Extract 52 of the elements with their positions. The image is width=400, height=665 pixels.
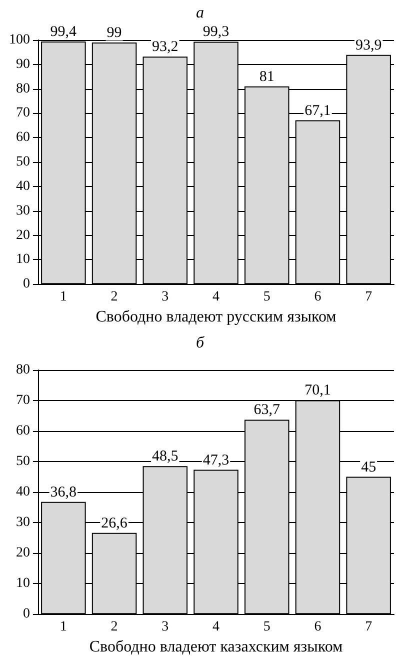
data-label: 63,7 <box>254 402 280 418</box>
x-tick-label: 5 <box>263 290 270 305</box>
data-label: 93,2 <box>152 39 178 56</box>
y-tick-label: 20 <box>16 546 30 561</box>
data-label: 47,3 <box>202 452 230 468</box>
y-tick-label: 20 <box>16 228 30 243</box>
y-tick-label: 10 <box>16 576 30 592</box>
y-tick-label: 80 <box>16 362 30 378</box>
y-tick-label: 40 <box>16 484 30 500</box>
y-tick-label: 60 <box>16 424 30 439</box>
y-tick-label: 100 <box>9 32 30 48</box>
data-label: 81 <box>259 68 274 85</box>
x-tick-label: 7 <box>365 290 372 305</box>
y-tick-label: 0 <box>23 276 30 292</box>
x-tick-label: 6 <box>314 290 322 305</box>
x-tick-label: 4 <box>212 290 220 305</box>
y-tick-label: 50 <box>16 454 30 470</box>
data-label: 99 <box>106 24 122 41</box>
data-label: 45 <box>361 459 376 476</box>
x-axis-title: Свободно владеют казахским языком <box>89 638 343 656</box>
x-tick-label: 1 <box>60 620 67 635</box>
y-tick-label: 60 <box>16 130 30 146</box>
y-tick-label: 0 <box>23 606 30 622</box>
y-tick-label: 30 <box>16 515 30 530</box>
x-tick-label: 4 <box>212 620 220 635</box>
data-label: 93,9 <box>355 37 382 54</box>
chart-title: а <box>196 4 204 22</box>
data-label: 99,3 <box>202 24 230 40</box>
x-tick-label: 5 <box>263 620 270 635</box>
data-label: 26,6 <box>101 515 128 532</box>
data-label: 48,5 <box>152 448 178 465</box>
data-label: 36,8 <box>50 484 77 500</box>
x-tick-label: 6 <box>314 620 322 635</box>
y-tick-label: 40 <box>16 178 30 194</box>
y-tick-label: 30 <box>16 203 30 218</box>
data-label: 67,1 <box>304 102 331 119</box>
x-tick-label: 3 <box>162 290 169 305</box>
y-tick-label: 80 <box>16 81 30 96</box>
y-tick-label: 90 <box>16 56 30 72</box>
data-label: 70,1 <box>304 382 331 399</box>
x-tick-label: 3 <box>162 620 169 635</box>
y-tick-label: 10 <box>16 252 30 268</box>
chart-title: б <box>196 334 205 352</box>
x-axis-title: Свободно владеют русским языком <box>96 308 336 326</box>
data-label: 99,4 <box>50 24 78 40</box>
x-tick-label: 2 <box>110 290 118 305</box>
x-tick-label: 2 <box>110 620 118 635</box>
y-tick-label: 70 <box>16 393 30 408</box>
x-tick-label: 1 <box>60 290 67 305</box>
x-tick-label: 7 <box>365 620 372 635</box>
y-tick-label: 70 <box>16 106 30 121</box>
y-tick-label: 50 <box>16 154 30 170</box>
